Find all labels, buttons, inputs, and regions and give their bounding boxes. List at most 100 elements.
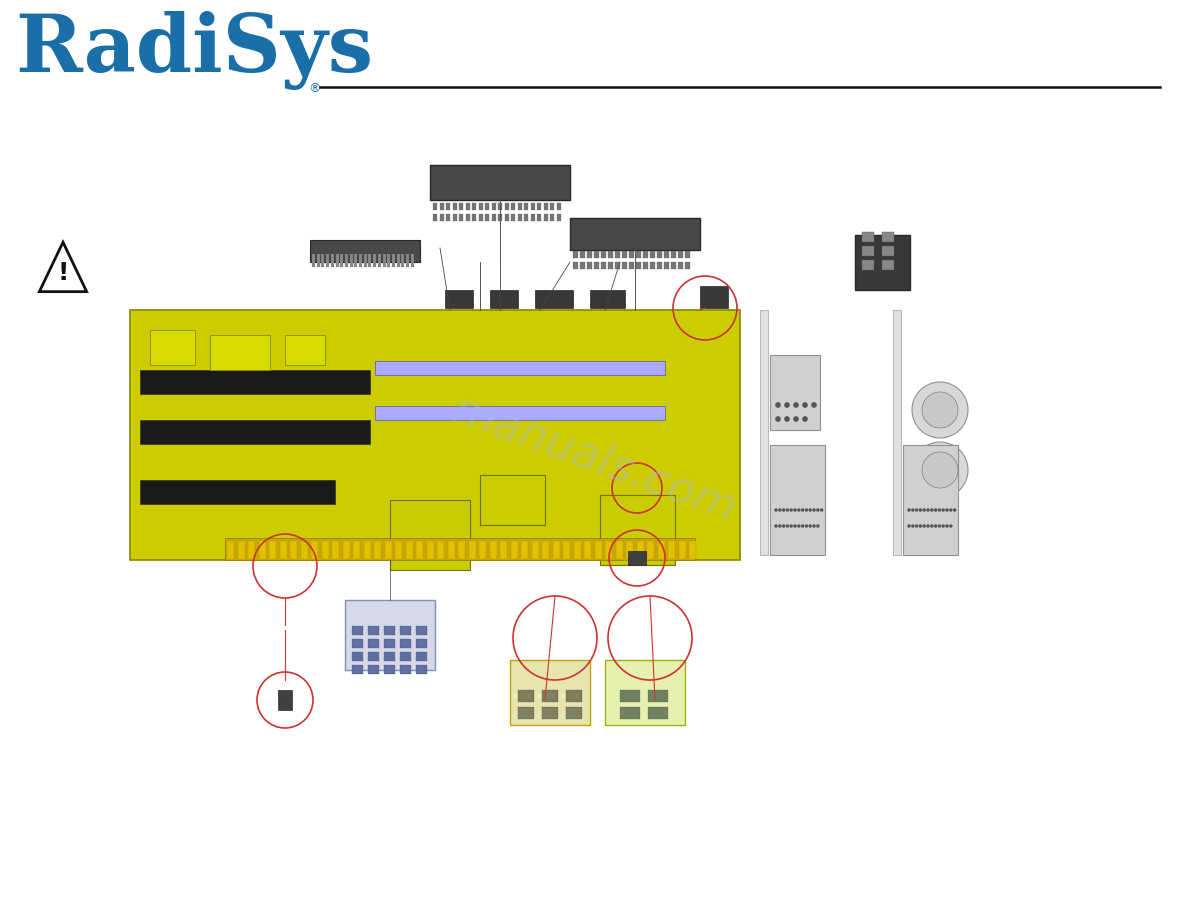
- FancyBboxPatch shape: [623, 251, 627, 258]
- FancyBboxPatch shape: [636, 262, 642, 269]
- FancyBboxPatch shape: [626, 541, 633, 559]
- Text: manuals.com: manuals.com: [447, 387, 741, 531]
- Circle shape: [912, 442, 968, 498]
- FancyBboxPatch shape: [437, 541, 444, 559]
- FancyBboxPatch shape: [770, 355, 820, 430]
- FancyBboxPatch shape: [556, 203, 561, 210]
- FancyBboxPatch shape: [397, 254, 399, 267]
- Circle shape: [811, 402, 816, 408]
- FancyBboxPatch shape: [605, 541, 612, 559]
- Circle shape: [949, 524, 953, 528]
- Circle shape: [797, 524, 801, 528]
- Circle shape: [915, 524, 918, 528]
- Circle shape: [784, 402, 790, 408]
- Circle shape: [801, 509, 804, 511]
- FancyBboxPatch shape: [537, 214, 541, 221]
- FancyBboxPatch shape: [574, 541, 581, 559]
- FancyBboxPatch shape: [310, 240, 421, 262]
- FancyBboxPatch shape: [524, 214, 527, 221]
- FancyBboxPatch shape: [563, 541, 570, 559]
- FancyBboxPatch shape: [657, 541, 664, 559]
- FancyBboxPatch shape: [225, 538, 695, 560]
- Circle shape: [923, 509, 925, 511]
- Circle shape: [778, 524, 782, 528]
- FancyBboxPatch shape: [384, 665, 394, 674]
- FancyBboxPatch shape: [542, 541, 549, 559]
- FancyBboxPatch shape: [466, 203, 469, 210]
- FancyBboxPatch shape: [402, 254, 404, 267]
- FancyBboxPatch shape: [426, 541, 434, 559]
- FancyBboxPatch shape: [472, 203, 476, 210]
- Circle shape: [782, 509, 785, 511]
- FancyBboxPatch shape: [550, 214, 554, 221]
- Circle shape: [797, 509, 801, 511]
- Circle shape: [813, 524, 815, 528]
- FancyBboxPatch shape: [210, 335, 270, 370]
- FancyBboxPatch shape: [505, 203, 508, 210]
- FancyBboxPatch shape: [416, 626, 426, 635]
- FancyBboxPatch shape: [550, 203, 554, 210]
- Circle shape: [922, 392, 958, 428]
- FancyBboxPatch shape: [542, 707, 558, 719]
- FancyBboxPatch shape: [590, 290, 625, 308]
- FancyBboxPatch shape: [448, 541, 455, 559]
- Circle shape: [813, 509, 815, 511]
- FancyBboxPatch shape: [290, 541, 297, 559]
- FancyBboxPatch shape: [855, 235, 910, 290]
- FancyBboxPatch shape: [479, 203, 482, 210]
- Circle shape: [801, 524, 804, 528]
- FancyBboxPatch shape: [605, 660, 685, 725]
- FancyBboxPatch shape: [335, 254, 339, 267]
- FancyBboxPatch shape: [510, 660, 590, 725]
- FancyBboxPatch shape: [349, 254, 353, 267]
- FancyBboxPatch shape: [620, 707, 640, 719]
- Circle shape: [918, 509, 922, 511]
- FancyBboxPatch shape: [518, 203, 522, 210]
- FancyBboxPatch shape: [238, 541, 245, 559]
- FancyBboxPatch shape: [636, 251, 642, 258]
- FancyBboxPatch shape: [881, 246, 895, 256]
- FancyBboxPatch shape: [518, 690, 533, 702]
- FancyBboxPatch shape: [615, 262, 620, 269]
- FancyBboxPatch shape: [330, 254, 334, 267]
- FancyBboxPatch shape: [440, 214, 443, 221]
- FancyBboxPatch shape: [317, 254, 320, 267]
- FancyBboxPatch shape: [628, 262, 634, 269]
- FancyBboxPatch shape: [446, 290, 473, 308]
- FancyBboxPatch shape: [387, 254, 390, 267]
- FancyBboxPatch shape: [531, 214, 535, 221]
- FancyBboxPatch shape: [400, 626, 411, 635]
- Circle shape: [790, 524, 792, 528]
- FancyBboxPatch shape: [594, 262, 599, 269]
- FancyBboxPatch shape: [311, 541, 318, 559]
- FancyBboxPatch shape: [881, 260, 895, 270]
- Circle shape: [786, 524, 789, 528]
- Circle shape: [794, 524, 796, 528]
- FancyBboxPatch shape: [584, 541, 590, 559]
- FancyBboxPatch shape: [268, 541, 276, 559]
- FancyBboxPatch shape: [770, 445, 824, 555]
- FancyBboxPatch shape: [342, 541, 349, 559]
- FancyBboxPatch shape: [129, 310, 740, 560]
- FancyBboxPatch shape: [485, 214, 489, 221]
- FancyBboxPatch shape: [345, 600, 435, 670]
- FancyBboxPatch shape: [368, 254, 372, 267]
- FancyBboxPatch shape: [400, 639, 411, 648]
- Circle shape: [803, 402, 808, 408]
- FancyBboxPatch shape: [643, 262, 647, 269]
- FancyBboxPatch shape: [573, 262, 579, 269]
- Circle shape: [805, 509, 808, 511]
- Circle shape: [918, 524, 922, 528]
- FancyBboxPatch shape: [432, 214, 437, 221]
- FancyBboxPatch shape: [278, 690, 292, 710]
- FancyBboxPatch shape: [543, 214, 548, 221]
- FancyBboxPatch shape: [760, 310, 767, 555]
- FancyBboxPatch shape: [345, 254, 348, 267]
- FancyBboxPatch shape: [227, 541, 234, 559]
- FancyBboxPatch shape: [368, 639, 379, 648]
- Circle shape: [946, 524, 948, 528]
- FancyBboxPatch shape: [364, 541, 371, 559]
- FancyBboxPatch shape: [492, 214, 495, 221]
- FancyBboxPatch shape: [150, 330, 195, 365]
- FancyBboxPatch shape: [556, 214, 561, 221]
